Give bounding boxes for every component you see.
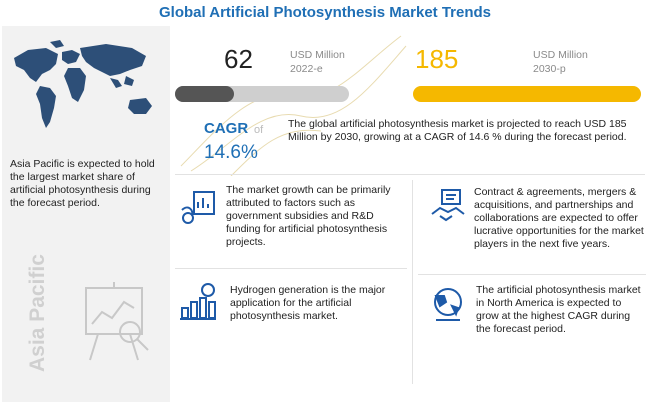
cagr-value: 14.6% bbox=[204, 142, 258, 163]
fact-hydrogen: Hydrogen generation is the major applica… bbox=[230, 284, 386, 322]
fact-growth-drivers: The market growth can be primarily attri… bbox=[226, 184, 391, 248]
stat-2022-bar-fill bbox=[175, 86, 235, 102]
stat-2030-value: 185 bbox=[415, 44, 459, 74]
stat-2030-year: 2030-p bbox=[533, 63, 566, 75]
globe-icon bbox=[434, 288, 462, 321]
handshake-icon bbox=[431, 189, 465, 222]
fact-strategies: Contract & agreements, mergers & acquisi… bbox=[474, 186, 644, 250]
cagr-of: of bbox=[254, 124, 264, 136]
stat-2022-value: 62 bbox=[224, 44, 253, 74]
world-map-icon bbox=[14, 40, 152, 128]
stat-2030-bar bbox=[413, 86, 641, 102]
cagr-label: CAGR bbox=[204, 120, 249, 137]
column-divider bbox=[412, 180, 413, 384]
region-watermark: Asia Pacific bbox=[26, 254, 49, 372]
region-panel bbox=[2, 26, 170, 402]
stat-2030-bar-fill bbox=[413, 86, 641, 102]
analytics-board-icon bbox=[85, 282, 149, 361]
row-divider-right bbox=[418, 274, 646, 275]
fact-north-america: The artificial photosynthesis market in … bbox=[476, 284, 641, 335]
section-divider bbox=[175, 174, 645, 175]
market-summary: The global artificial photosynthesis mar… bbox=[288, 118, 627, 143]
funding-chart-icon bbox=[181, 191, 215, 224]
row-divider-left bbox=[175, 268, 407, 269]
page-title: Global Artificial Photosynthesis Market … bbox=[158, 4, 492, 21]
stat-2030-unit: USD Million bbox=[533, 49, 588, 61]
stat-2022-unit: USD Million bbox=[290, 49, 345, 61]
stat-2022-year: 2022-e bbox=[290, 63, 323, 75]
growth-bars-icon bbox=[180, 283, 216, 320]
stat-2022-bar bbox=[175, 86, 349, 102]
region-caption: Asia Pacific is expected to hold the lar… bbox=[10, 158, 155, 209]
